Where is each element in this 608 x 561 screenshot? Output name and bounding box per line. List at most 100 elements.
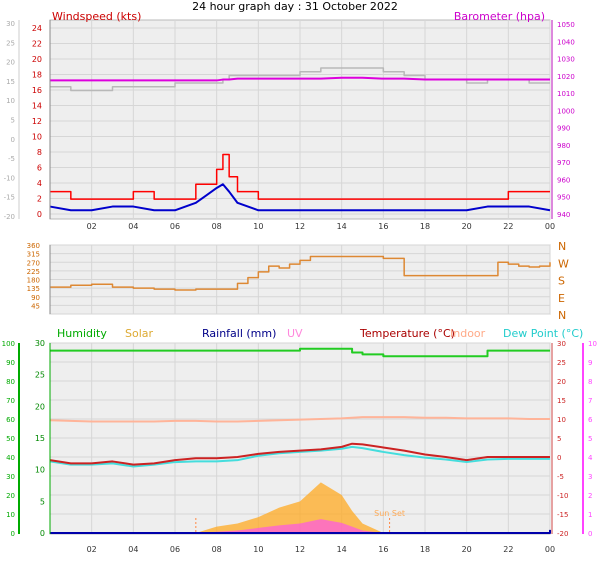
outer-scale-tick-label: -5 [8, 155, 15, 163]
x-tick-label: 16 [378, 545, 388, 554]
x-tick-label: 08 [212, 545, 222, 554]
x-tick-label: 04 [128, 222, 138, 231]
uv-tick-label: 1 [588, 511, 592, 519]
compass-label: W [558, 257, 569, 270]
legend-uv: UV [287, 327, 303, 340]
outer-scale-tick-label: -15 [4, 194, 15, 202]
x-tick-label: 02 [87, 222, 97, 231]
compass-label: N [558, 240, 566, 253]
x-tick-label: 02 [87, 545, 97, 554]
outer-scale-tick-label: 5 [11, 117, 15, 125]
compass-label: S [558, 275, 565, 288]
direction-tick-label: 45 [31, 302, 40, 310]
outer-scale-tick-label: 0 [11, 136, 15, 144]
chart-title: 24 hour graph day : 31 October 2022 [192, 0, 398, 13]
climate-inner-tick-label: 15 [35, 434, 45, 443]
windspeed-tick-label: 6 [37, 164, 42, 173]
solar-area [50, 482, 550, 533]
x-tick-label: 22 [503, 545, 513, 554]
uv-tick-label: 10 [588, 340, 597, 348]
windspeed-tick-label: 10 [32, 133, 42, 142]
barometer-tick-label: 1040 [557, 38, 575, 46]
wind-direction-line [50, 255, 551, 291]
uv-tick-label: 6 [588, 416, 593, 424]
humidity-tick-label: 30 [6, 473, 15, 481]
humidity-tick-label: 0 [11, 530, 15, 538]
x-tick-label: 14 [337, 545, 347, 554]
humidity-tick-label: 50 [6, 435, 15, 443]
windspeed-tick-label: 22 [32, 40, 42, 49]
windspeed-tick-label: 4 [37, 179, 42, 188]
x-tick-label: 18 [420, 222, 430, 231]
windspeed-tick-label: 2 [37, 195, 42, 204]
x-tick-label: 00 [545, 222, 555, 231]
temperature-tick-label: 15 [557, 397, 566, 405]
x-tick-label: 00 [545, 545, 555, 554]
windspeed-tick-label: 0 [37, 210, 42, 219]
direction-tick-label: 360 [27, 242, 40, 250]
temperature-tick-label: -5 [557, 473, 564, 481]
x-tick-label: 08 [212, 222, 222, 231]
temperature-tick-label: 0 [557, 454, 561, 462]
windspeed-tick-label: 20 [32, 55, 42, 64]
barometer-tick-label: 940 [557, 211, 570, 219]
direction-tick-label: 180 [27, 277, 40, 285]
humidity-tick-label: 80 [6, 378, 15, 386]
uv-area [50, 519, 550, 533]
barometer-tick-label: 950 [557, 194, 570, 202]
temperature-line [49, 442, 550, 466]
x-tick-label: 22 [503, 222, 513, 231]
x-tick-label: 16 [378, 222, 388, 231]
windspeed-tick-label: 16 [32, 86, 42, 95]
wind-gust-line [50, 153, 550, 200]
uv-tick-label: 9 [588, 359, 592, 367]
x-tick-label: 20 [462, 222, 472, 231]
x-tick-label: 12 [295, 222, 305, 231]
humidity-tick-label: 70 [6, 397, 15, 405]
windspeed-tick-label: 18 [32, 71, 42, 80]
direction-tick-label: 270 [27, 259, 40, 267]
windspeed-axis-title: Windspeed (kts) [52, 10, 141, 23]
climate-inner-tick-label: 20 [35, 402, 45, 411]
dew-point-line [49, 445, 550, 468]
barometer-axis-title: Barometer (hpa) [454, 10, 545, 23]
legend-indoor: Indoor [450, 327, 486, 340]
temperature-tick-label: 25 [557, 359, 566, 367]
x-tick-label: 10 [253, 545, 263, 554]
legend-dew-point: Dew Point (°C) [503, 327, 583, 340]
humidity-tick-label: 60 [6, 416, 15, 424]
humidity-tick-label: 10 [6, 511, 15, 519]
x-tick-label: 12 [295, 545, 305, 554]
direction-tick-label: 90 [31, 294, 40, 302]
climate-inner-tick-label: 5 [40, 497, 45, 506]
legend-solar: Solar [125, 327, 154, 340]
x-tick-label: 06 [170, 222, 180, 231]
x-tick-label: 10 [253, 222, 263, 231]
humidity-tick-label: 40 [6, 454, 15, 462]
temperature-tick-label: -20 [557, 530, 568, 538]
temperature-tick-label: 30 [557, 340, 566, 348]
direction-tick-label: 135 [27, 285, 40, 293]
humidity-line [50, 347, 550, 358]
axes-layer: 242220181614121086420302520151050-5-10-1… [2, 20, 597, 554]
legend-temperature: Temperature (°C) [359, 327, 455, 340]
x-tick-label: 14 [337, 222, 347, 231]
temperature-tick-label: 10 [557, 416, 566, 424]
climate-inner-tick-label: 10 [35, 466, 45, 475]
humidity-tick-label: 20 [6, 492, 15, 500]
outer-scale-tick-label: -20 [4, 213, 15, 221]
windspeed-tick-label: 12 [32, 117, 42, 126]
barometer-tick-label: 1030 [557, 56, 575, 64]
uv-tick-label: 0 [588, 530, 592, 538]
uv-tick-label: 5 [588, 435, 592, 443]
windspeed-tick-label: 14 [32, 102, 42, 111]
outer-scale-tick-label: 15 [6, 78, 15, 86]
outer-scale-tick-label: 20 [6, 59, 15, 67]
uv-tick-label: 8 [588, 378, 592, 386]
climate-inner-tick-label: 25 [35, 371, 45, 380]
humidity-tick-label: 90 [6, 359, 15, 367]
x-tick-label: 18 [420, 545, 430, 554]
temperature-tick-label: 20 [557, 378, 566, 386]
uv-tick-label: 4 [588, 454, 593, 462]
temperature-tick-label: -10 [557, 492, 568, 500]
